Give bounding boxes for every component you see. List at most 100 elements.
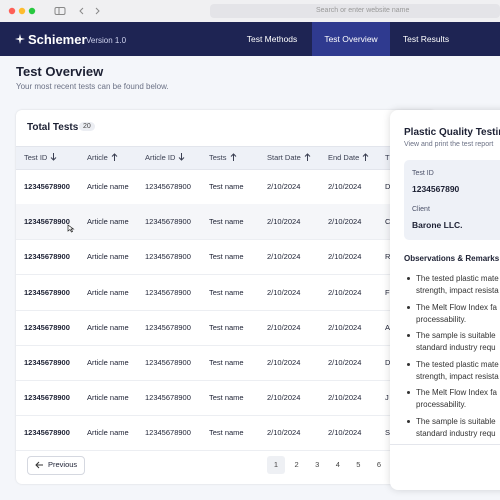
table-cell: Test name (209, 322, 244, 332)
panel-title: Plastic Quality Testin (404, 127, 500, 138)
table-cell: A (385, 322, 391, 332)
table-cell: 2/10/2024 (328, 358, 362, 367)
page-title: Test Overview (16, 64, 104, 79)
table-cell: 12345678900 (24, 358, 70, 367)
previous-button[interactable] (27, 456, 85, 475)
nav-tab[interactable]: Test Results (402, 34, 450, 44)
bullet-text: The tested plastic mate (416, 359, 499, 369)
column-header[interactable]: Article ID (145, 153, 176, 162)
version: Version 1.0 (86, 36, 127, 45)
column-header[interactable]: Start Date (267, 153, 301, 162)
sort-icon[interactable] (230, 153, 237, 161)
table-cell: C (385, 217, 391, 227)
nav-tab[interactable]: Test Methods (246, 34, 298, 44)
column-header[interactable]: Tests (209, 153, 227, 162)
table-cell: 12345678900 (145, 252, 191, 262)
table-cell: F (385, 287, 390, 297)
table-cell: Article name (87, 217, 129, 227)
table-row[interactable] (16, 239, 436, 276)
page-button[interactable]: 1 (267, 456, 285, 474)
table-cell: 2/10/2024 (328, 322, 362, 332)
table-cell: Test name (209, 217, 244, 227)
table-cell: Article name (87, 287, 129, 297)
table-row[interactable] (16, 275, 436, 311)
table-cell: 2/10/2024 (267, 217, 301, 227)
table-cell: 12345678900 (145, 322, 191, 332)
bullet-dot (407, 277, 410, 280)
bullet-text: The sample is suitable (416, 331, 496, 340)
table-cell: Test name (209, 358, 244, 367)
table-cell: Article name (87, 322, 129, 332)
field-label: Client (412, 206, 430, 213)
table-row[interactable] (16, 345, 436, 381)
nav-tab[interactable]: Test Overview (312, 22, 390, 56)
bullet-text: The tested plastic mate (416, 274, 499, 283)
table-row[interactable] (16, 310, 436, 346)
table-cell: D (385, 182, 391, 191)
info-box (404, 160, 500, 240)
bullet-dot (407, 305, 410, 309)
table-cell: 12345678900 (145, 182, 191, 191)
sort-icon[interactable] (50, 153, 57, 161)
table-row[interactable] (16, 380, 436, 417)
table-cell: Article name (87, 358, 129, 367)
sort-icon[interactable] (362, 153, 369, 161)
table-cell: 2/10/2024 (328, 428, 362, 438)
arrow-icon (35, 461, 43, 469)
panel-subtitle: View and print the test report (404, 141, 494, 148)
page-button[interactable]: 6 (376, 460, 382, 469)
table-cell: Test name (209, 287, 244, 297)
table-cell: 2/10/2024 (267, 287, 301, 297)
column-header[interactable]: End Date (328, 153, 360, 162)
table-cell: 12345678900 (24, 252, 70, 262)
sort-icon[interactable] (304, 153, 311, 161)
table-row[interactable] (16, 415, 436, 452)
table-cell: 2/10/2024 (267, 252, 301, 262)
logo-icon (15, 34, 25, 44)
address-placeholder: Search or enter website name (316, 7, 410, 14)
table-cell: J (385, 393, 389, 403)
bullet-text: standard industry requ (416, 343, 496, 352)
window-controls (8, 7, 100, 15)
page-button[interactable]: 2 (294, 460, 299, 469)
column-header[interactable]: T (385, 153, 390, 162)
table-cell: 12345678900 (24, 393, 70, 403)
bullet-text: The Melt Flow Index fa (416, 302, 497, 312)
table-cell: Article name (87, 182, 129, 191)
table-cell: 2/10/2024 (267, 182, 301, 191)
table-cell: Article name (87, 252, 129, 262)
section-title: Observations & Remarks (404, 254, 500, 263)
bullet-dot (407, 391, 410, 394)
bullet-dot (407, 334, 410, 337)
table-cell: 12345678900 (145, 358, 191, 367)
sort-icon[interactable] (111, 153, 118, 161)
bullet-dot (407, 419, 410, 423)
page-button[interactable]: 4 (335, 460, 340, 469)
table-cell: Article name (87, 428, 129, 438)
browser-bar: Search or enter website name (0, 0, 500, 23)
address-bar[interactable] (210, 4, 500, 18)
table-cell: D (385, 358, 391, 367)
field-value: 1234567890 (412, 184, 460, 194)
bullet-text: standard industry requ (416, 428, 496, 438)
table-cell: 12345678900 (24, 182, 70, 191)
column-header[interactable]: Test ID (24, 153, 48, 162)
table-cell: 2/10/2024 (267, 358, 301, 367)
cursor (67, 224, 75, 233)
page-button[interactable]: 3 (315, 460, 320, 469)
bullet-text: processability. (416, 314, 467, 324)
table-cell: R (385, 252, 391, 262)
table-cell: Test name (209, 428, 244, 438)
table-cell: Article name (87, 393, 129, 403)
table-row[interactable] (16, 204, 436, 241)
previous-label[interactable]: Previous (48, 460, 78, 469)
table-cell: 12345678900 (24, 428, 70, 438)
table-cell: 12345678900 (145, 217, 191, 227)
page-button[interactable]: 5 (356, 460, 361, 469)
card-title: Total Tests (27, 122, 79, 133)
column-header[interactable]: Article (87, 153, 108, 162)
sort-icon[interactable] (178, 153, 185, 161)
logo[interactable]: Schiemer (28, 32, 87, 47)
bullet-text: strength, impact resista (416, 371, 499, 381)
